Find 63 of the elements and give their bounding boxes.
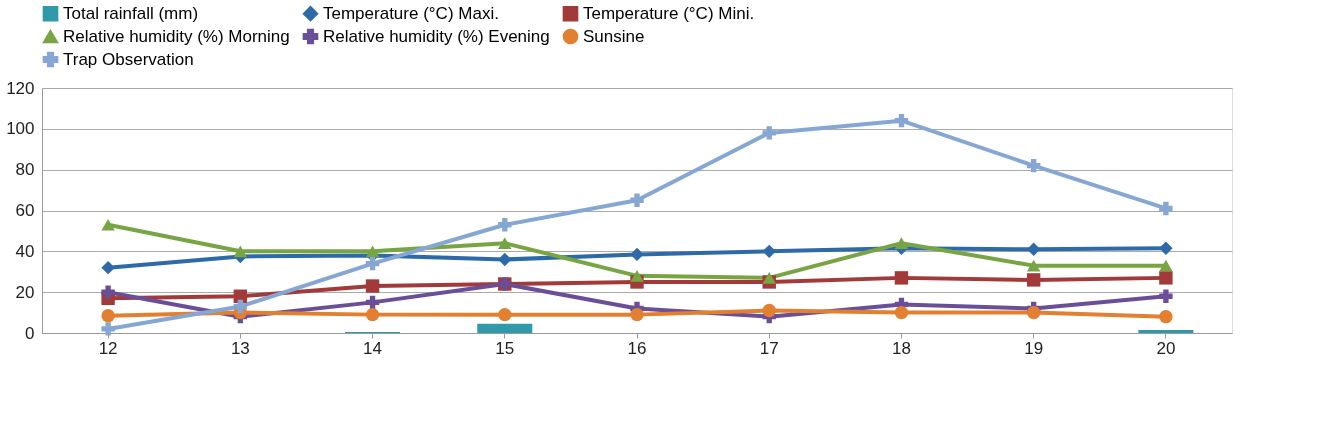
point bbox=[498, 237, 512, 249]
point bbox=[894, 271, 909, 285]
point bbox=[1159, 271, 1173, 285]
point bbox=[630, 270, 644, 282]
point bbox=[630, 247, 644, 262]
point bbox=[101, 285, 115, 299]
point bbox=[894, 305, 909, 320]
y-tick-label: 80 bbox=[15, 160, 35, 180]
legend-label: Total rainfall (mm) bbox=[63, 3, 199, 23]
point bbox=[233, 299, 248, 314]
point bbox=[101, 260, 115, 275]
point bbox=[762, 303, 776, 318]
point bbox=[365, 256, 380, 271]
legend-label: Relative humidity (%) Evening bbox=[323, 26, 550, 46]
x-tick-label: 20 bbox=[1156, 338, 1176, 358]
x-tick-label: 12 bbox=[98, 338, 118, 358]
point bbox=[365, 279, 380, 293]
point bbox=[1159, 259, 1173, 272]
x-tick-label: 15 bbox=[495, 338, 515, 358]
y-tick-label: 20 bbox=[15, 282, 35, 302]
point bbox=[1159, 309, 1173, 324]
y-tick-label: 100 bbox=[6, 119, 35, 139]
point bbox=[498, 252, 512, 267]
point bbox=[1026, 158, 1041, 173]
x-tick-label: 19 bbox=[1024, 338, 1044, 358]
x-tick-label: 13 bbox=[230, 338, 250, 358]
point bbox=[365, 245, 380, 258]
x-tick-label: 16 bbox=[627, 338, 647, 358]
point bbox=[1159, 201, 1173, 216]
point bbox=[101, 322, 115, 336]
point bbox=[894, 113, 909, 128]
point bbox=[365, 307, 380, 322]
y-tick-label: 120 bbox=[6, 78, 35, 98]
point bbox=[894, 237, 909, 249]
point bbox=[1026, 259, 1041, 272]
legend-label: Temperature (°C) Maxi. bbox=[323, 3, 499, 23]
point bbox=[762, 272, 776, 284]
point bbox=[1026, 273, 1041, 287]
x-tick-label: 14 bbox=[363, 338, 383, 358]
point bbox=[1026, 305, 1041, 320]
x-tick-label: 18 bbox=[891, 338, 911, 358]
point bbox=[630, 193, 644, 207]
x-tick-label: 17 bbox=[759, 338, 779, 358]
point bbox=[1159, 289, 1173, 303]
y-tick-label: 0 bbox=[25, 323, 35, 343]
point bbox=[630, 307, 644, 322]
point bbox=[101, 308, 115, 323]
point bbox=[762, 126, 776, 140]
point bbox=[762, 244, 776, 259]
point bbox=[498, 307, 512, 322]
point bbox=[498, 218, 512, 232]
legend-label: Sunsine bbox=[583, 26, 645, 46]
point bbox=[1159, 241, 1173, 255]
y-tick-label: 60 bbox=[15, 201, 35, 220]
bar bbox=[1138, 329, 1194, 333]
legend-label: Trap Observation bbox=[63, 49, 194, 69]
legend-label: Temperature (°C) Mini. bbox=[583, 3, 755, 23]
point bbox=[1026, 242, 1041, 256]
legend-label: Relative humidity (%) Morning bbox=[63, 26, 290, 46]
point bbox=[101, 218, 115, 231]
point bbox=[233, 245, 248, 258]
y-tick-label: 40 bbox=[15, 241, 35, 261]
bar bbox=[477, 323, 533, 333]
